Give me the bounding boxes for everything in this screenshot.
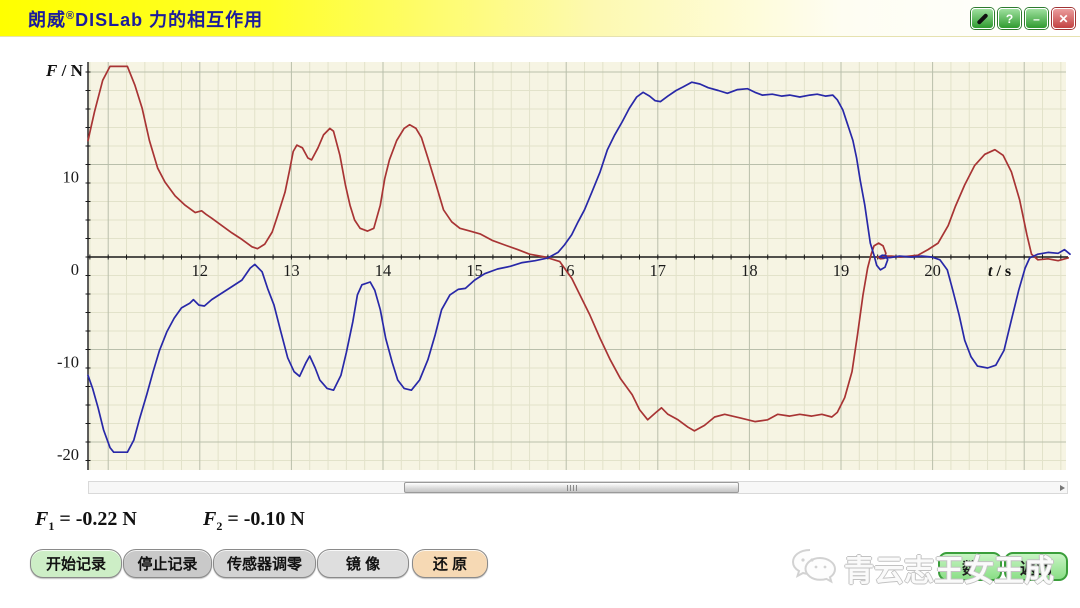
svg-text:F / N: F / N [45,61,84,80]
svg-text:13: 13 [283,261,300,280]
svg-text:19: 19 [833,261,850,280]
svg-text:-20: -20 [57,445,79,464]
minimize-button[interactable]: – [1025,8,1048,29]
f1-unit: N [122,508,137,530]
help-button[interactable]: ? [998,8,1021,29]
f1-subscript: 1 [48,519,55,533]
title-subject: 力的相互作用 [143,10,264,30]
horizontal-scrollbar-track[interactable] [88,481,1068,494]
f2-readout: F2 = -0.10 N [203,508,305,534]
window-title: 朗威®DISLab 力的相互作用 [28,6,263,32]
window-controls: ? – ✕ [971,8,1075,29]
restore-button[interactable]: 还 原 [412,549,488,578]
svg-text:14: 14 [375,261,392,280]
question-icon: ? [1005,11,1014,26]
svg-text:17: 17 [650,261,667,280]
return-button[interactable]: 返回 [1004,552,1068,581]
curve-f2 [87,81,1071,454]
f1-value: -0.22 [75,508,118,530]
svg-text:18: 18 [741,261,758,280]
close-icon: ✕ [1058,11,1069,26]
f2-unit: N [290,508,305,530]
horizontal-scrollbar-thumb[interactable] [404,482,739,493]
start-record-button[interactable]: 开始记录 [30,549,122,578]
scrollbar-right-arrow-icon[interactable] [1060,485,1065,491]
svg-text:15: 15 [466,261,483,280]
svg-text:12: 12 [192,261,209,280]
corner-obscured-button[interactable]: 数 [938,552,1002,581]
pen-icon [976,12,989,25]
mirror-button[interactable]: 镜 像 [317,549,409,578]
f2-subscript: 2 [216,519,223,533]
svg-text:10: 10 [63,168,80,187]
f2-symbol: F [203,508,217,530]
minimize-icon: – [1033,11,1040,26]
svg-text:0: 0 [71,260,79,279]
svg-text:t / s: t / s [988,263,1011,280]
f1-symbol: F [35,508,49,530]
titlebar: 朗威®DISLab 力的相互作用 ? – ✕ [0,0,1080,37]
sensor-zero-button[interactable]: 传感器调零 [213,549,316,578]
svg-text:-10: -10 [57,353,79,372]
title-brand: 朗威 [28,10,66,30]
registered-mark: ® [66,10,76,22]
f2-equals: = [227,508,239,530]
f2-value: -0.10 [243,508,286,530]
stop-record-button[interactable]: 停止记录 [123,549,212,578]
scrollbar-grip-icon [566,485,577,491]
annotate-button[interactable] [971,8,994,29]
close-button[interactable]: ✕ [1052,8,1075,29]
wechat-icon [791,549,837,584]
svg-text:20: 20 [924,261,941,280]
f1-readout: F1 = -0.22 N [35,508,137,534]
title-product: DISLab [75,10,144,30]
f1-equals: = [59,508,71,530]
